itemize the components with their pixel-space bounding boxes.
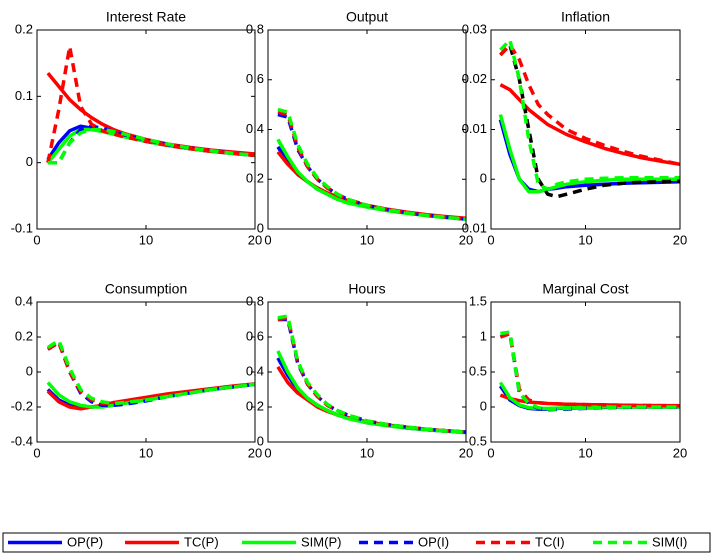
axes-frame — [36, 301, 256, 443]
y-tick-label: -0.5 — [465, 433, 487, 448]
series-line — [277, 314, 466, 434]
legend-label: OP(I) — [418, 534, 449, 549]
series-line — [46, 338, 255, 406]
x-tick-label: 10 — [139, 232, 153, 247]
chart-title: Marginal Cost — [542, 281, 628, 297]
y-tick-label: 0.8 — [246, 293, 264, 308]
y-tick-label: 0.5 — [469, 363, 487, 378]
y-tick-label: 0.2 — [15, 328, 33, 343]
y-tick-label: 0 — [480, 171, 487, 186]
x-tick-label: 0 — [33, 445, 40, 460]
y-tick-label: 0 — [26, 154, 33, 169]
series-line — [499, 43, 680, 167]
axes-box — [268, 30, 466, 229]
series-line — [500, 330, 680, 411]
chart-title: Inflation — [561, 9, 610, 25]
legend-label: TC(I) — [535, 534, 565, 549]
y-tick-label: 0.6 — [246, 71, 264, 86]
y-tick-label: 0.01 — [462, 121, 487, 136]
x-tick-label: 10 — [578, 445, 592, 460]
axes-box — [491, 302, 680, 442]
legend-label: OP(P) — [67, 534, 103, 549]
legend — [2, 532, 711, 553]
y-tick-label: 0 — [480, 398, 487, 413]
x-tick-label: 10 — [360, 445, 374, 460]
legend-label: SIM(P) — [301, 534, 341, 549]
y-tick-label: 0.4 — [246, 121, 264, 136]
y-tick-label: 1.5 — [469, 293, 487, 308]
axes-frame — [490, 29, 681, 230]
x-tick-label: 0 — [487, 445, 494, 460]
x-tick-label: 10 — [139, 445, 153, 460]
series-line — [499, 43, 680, 199]
axes-frame — [490, 301, 681, 443]
y-tick-label: 0 — [26, 363, 33, 378]
legend-label: SIM(I) — [652, 534, 687, 549]
x-tick-label: 20 — [248, 232, 262, 247]
y-tick-label: -0.1 — [11, 220, 33, 235]
y-tick-label: 0.8 — [246, 21, 264, 36]
y-tick-label: 0.1 — [15, 88, 33, 103]
legend-label: TC(P) — [184, 534, 219, 549]
x-tick-label: 0 — [264, 445, 271, 460]
y-tick-label: 0.2 — [246, 171, 264, 186]
series-line — [46, 44, 255, 164]
x-tick-label: 10 — [360, 232, 374, 247]
x-tick-label: 20 — [459, 232, 473, 247]
axes-frame — [267, 301, 467, 443]
chart-title: Interest Rate — [106, 9, 186, 25]
y-tick-label: 0.2 — [246, 398, 264, 413]
y-tick-label: -0.4 — [11, 433, 33, 448]
x-tick-label: 0 — [33, 232, 40, 247]
y-tick-label: -0.01 — [457, 220, 487, 235]
axes-frame — [267, 29, 467, 230]
series-line — [498, 114, 680, 194]
x-tick-label: 20 — [673, 445, 687, 460]
chart-title: Hours — [348, 281, 385, 297]
series-line — [47, 127, 255, 165]
series-line — [499, 38, 680, 191]
y-tick-label: 0 — [257, 433, 264, 448]
x-tick-label: 20 — [459, 445, 473, 460]
y-tick-label: -0.2 — [11, 398, 33, 413]
x-tick-label: 10 — [578, 232, 592, 247]
y-tick-label: 0 — [257, 220, 264, 235]
x-tick-label: 0 — [487, 232, 494, 247]
chart-title: Consumption — [105, 281, 188, 297]
y-tick-label: 0.03 — [462, 21, 487, 36]
y-tick-label: 0.4 — [15, 293, 33, 308]
x-tick-label: 20 — [248, 445, 262, 460]
chart-title: Output — [346, 9, 388, 25]
y-tick-label: 0.02 — [462, 71, 487, 86]
axes-frame — [36, 29, 256, 230]
y-tick-label: 0.6 — [246, 328, 264, 343]
y-tick-label: 1 — [480, 328, 487, 343]
series-line — [277, 107, 466, 221]
y-tick-label: 0.2 — [15, 21, 33, 36]
series-line — [276, 350, 466, 435]
y-tick-label: 0.4 — [246, 363, 264, 378]
x-tick-label: 20 — [673, 232, 687, 247]
x-tick-label: 0 — [264, 232, 271, 247]
